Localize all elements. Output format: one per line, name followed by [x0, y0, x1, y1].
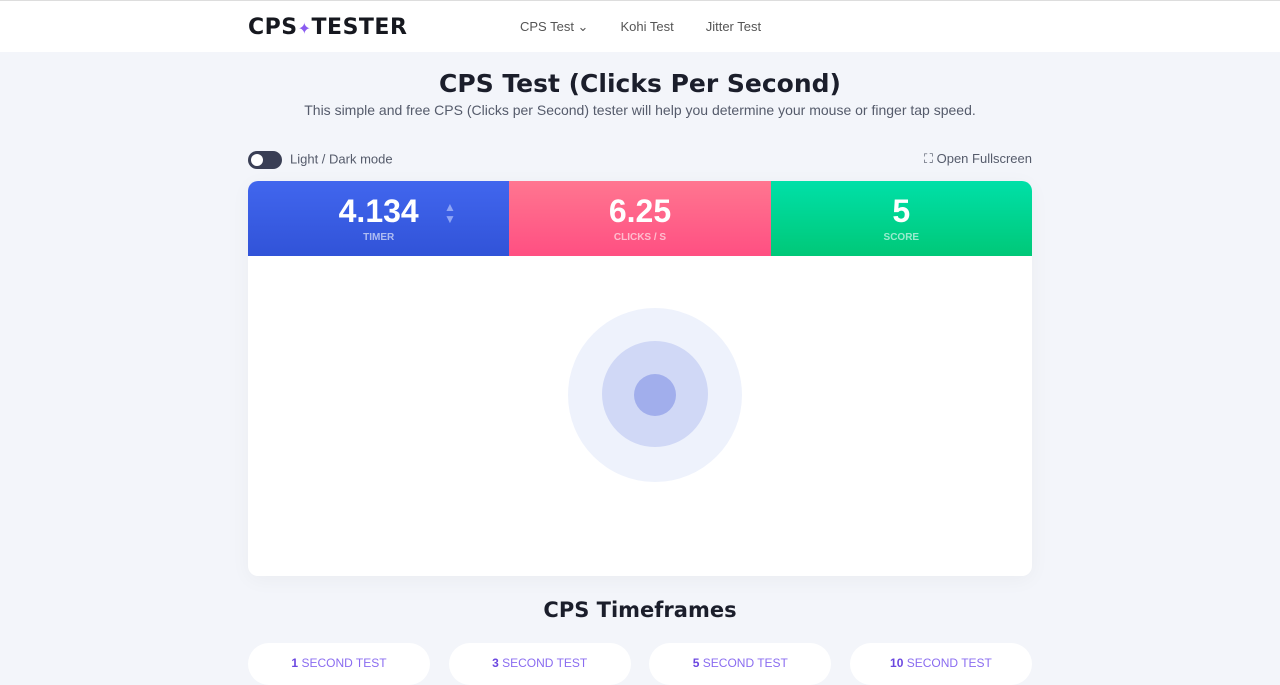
timeframe-1s-button[interactable]: 1 SECOND TEST	[248, 643, 430, 685]
timeframes-title: CPS Timeframes	[543, 598, 737, 622]
nav-jitter-test[interactable]: Jitter Test	[705, 19, 762, 34]
timeframe-5s-button[interactable]: 5 SECOND TEST	[649, 643, 832, 685]
toggle-label: Light / Dark mode	[290, 151, 393, 167]
score-label: SCORE	[883, 232, 920, 243]
click-target-center[interactable]	[634, 374, 676, 416]
timeframe-10s-button[interactable]: 10 SECOND TEST	[849, 643, 1032, 685]
page-subtitle: This simple and free CPS (Clicks per Sec…	[304, 102, 976, 118]
page-title: CPS Test (Clicks Per Second)	[439, 69, 841, 98]
fullscreen-label: Open Fullscreen	[936, 151, 1032, 166]
cursor-icon: ✦	[297, 19, 312, 38]
timer-value: 4.134	[338, 193, 419, 229]
top-nav: CPS✦TESTER CPS Test ⌄ Kohi Test Jitter T…	[0, 0, 1280, 52]
fullscreen-button[interactable]: ⛶ Open Fullscreen	[924, 151, 1032, 169]
theme-toggle[interactable]: Light / Dark mode	[248, 151, 393, 169]
score-value: 5	[892, 193, 911, 229]
timer-stat: 4.134 TIMER ▲ ▼	[248, 181, 510, 256]
nav-cps-test[interactable]: CPS Test ⌄	[520, 19, 589, 34]
nav-kohi-test[interactable]: Kohi Test	[620, 19, 674, 34]
cps-value: 6.25	[608, 193, 672, 229]
toggle-switch[interactable]	[248, 151, 282, 169]
cps-stat: 6.25 CLICKS / S	[509, 181, 771, 256]
expand-icon: ⛶	[923, 151, 937, 166]
timeframe-3s-button[interactable]: 3 SECOND TEST	[448, 643, 631, 685]
timer-stepper-icon[interactable]: ▲ ▼	[444, 200, 456, 226]
timer-label: TIMER	[363, 232, 395, 243]
score-stat: 5 SCORE	[770, 181, 1032, 256]
logo[interactable]: CPS✦TESTER	[248, 15, 408, 40]
cps-label: CLICKS / S	[613, 232, 667, 243]
click-area[interactable]: 4.134 TIMER ▲ ▼ 6.25 CLICKS / S 5 SCORE	[248, 181, 1032, 576]
